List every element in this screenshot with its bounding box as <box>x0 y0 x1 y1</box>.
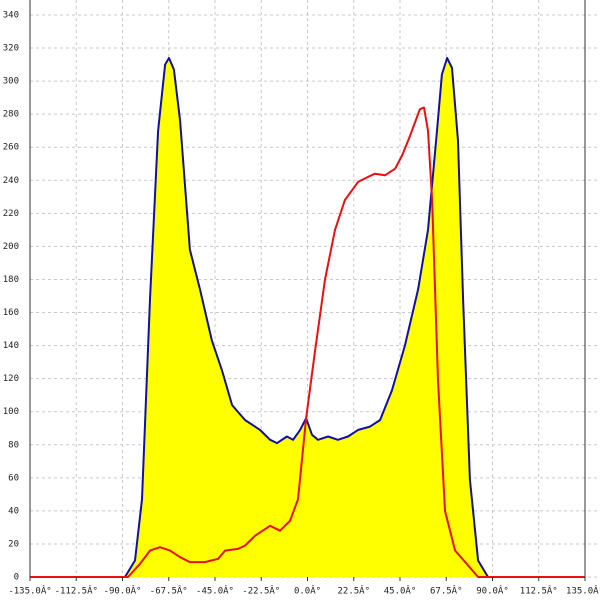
area-fill <box>30 58 585 577</box>
x-tick-label: 67.5Â° <box>430 585 463 597</box>
x-tick-label: 112.5Â° <box>520 585 558 597</box>
y-tick-label: 100 <box>3 407 19 417</box>
y-tick-label: 280 <box>3 110 19 120</box>
y-tick-label: 260 <box>3 143 19 153</box>
y-tick-label: 180 <box>3 275 19 285</box>
x-tick-label: -67.5Â° <box>150 585 188 597</box>
y-tick-label: 0 <box>14 573 19 583</box>
y-tick-label: 220 <box>3 209 19 219</box>
y-tick-label: 320 <box>3 44 19 54</box>
y-tick-label: 200 <box>3 242 19 252</box>
x-tick-label: -22.5Â° <box>242 585 280 597</box>
y-tick-label: 300 <box>3 77 19 87</box>
series-line <box>30 106 585 578</box>
x-tick-label: 135.0Â° <box>566 585 600 597</box>
x-tick-label: -45.0Â° <box>196 585 234 597</box>
y-tick-label: 60 <box>8 473 19 483</box>
x-tick-label: 22.5Â° <box>337 585 370 597</box>
x-tick-label: -90.0Â° <box>104 585 142 597</box>
x-tick-label: -112.5Â° <box>55 585 98 597</box>
y-tick-label: 120 <box>3 374 19 384</box>
x-tick-label: 90.0Â° <box>476 585 509 597</box>
x-tick-label: 0.0Â° <box>294 585 321 597</box>
y-tick-label: 160 <box>3 308 19 318</box>
y-tick-label: 140 <box>3 341 19 351</box>
y-tick-label: 240 <box>3 176 19 186</box>
y-tick-label: 20 <box>8 539 19 549</box>
y-tick-label: 80 <box>8 440 19 450</box>
y-tick-label: 40 <box>8 506 19 516</box>
x-tick-label: -135.0Â° <box>8 585 51 597</box>
y-tick-label: 340 <box>3 11 19 21</box>
x-tick-label: 45.0Â° <box>384 585 417 597</box>
